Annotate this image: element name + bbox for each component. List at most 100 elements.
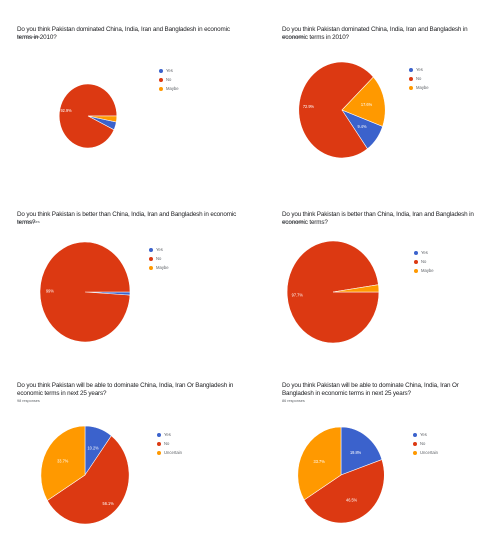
legend-label: Yes bbox=[421, 250, 428, 255]
pie-chart: 9.4% 72.9% 17.6% bbox=[298, 61, 386, 159]
slice-label: 72.9% bbox=[303, 104, 314, 109]
slice-label: 33.7% bbox=[57, 458, 68, 463]
chart-question: Do you think Pakistan is better than Chi… bbox=[17, 211, 237, 226]
legend-label: Maybe bbox=[166, 86, 179, 91]
pie-slice-no bbox=[39, 241, 131, 343]
chart-legend: Yes No Maybe bbox=[414, 248, 434, 275]
legend-item: Uncertain bbox=[157, 448, 182, 457]
legend-item: No bbox=[409, 74, 429, 83]
legend-dot-icon bbox=[413, 441, 417, 446]
pie-slice-no bbox=[298, 61, 374, 159]
legend-dot-icon bbox=[409, 85, 413, 90]
slice-label: 9.4% bbox=[358, 124, 367, 129]
chart-card-2: Do you think Pakistan dominated China, I… bbox=[282, 26, 490, 196]
slice-label: 33.7% bbox=[314, 459, 325, 464]
slice-label: 56.1% bbox=[103, 501, 114, 506]
slice-label: 46.5% bbox=[346, 498, 357, 503]
legend-label: Uncertain bbox=[420, 450, 438, 455]
response-count: 98 responses bbox=[17, 220, 40, 224]
legend-label: No bbox=[420, 441, 426, 446]
legend-dot-icon bbox=[159, 86, 163, 91]
chart-card-1: Do you think Pakistan dominated China, I… bbox=[17, 26, 242, 196]
pie-chart: 99% bbox=[39, 241, 131, 343]
legend-dot-icon bbox=[157, 441, 161, 446]
legend-dot-icon bbox=[413, 450, 417, 455]
chart-legend: Yes No Maybe bbox=[409, 65, 429, 92]
legend-item: Maybe bbox=[159, 84, 179, 93]
chart-question: Do you think Pakistan dominated China, I… bbox=[17, 26, 230, 41]
legend-label: No bbox=[421, 259, 427, 264]
legend-item: Maybe bbox=[149, 263, 169, 272]
legend-item: Yes bbox=[414, 248, 434, 257]
pie-chart: 92.9% bbox=[58, 83, 118, 149]
chart-card-5: Do you think Pakistan will be able to do… bbox=[17, 382, 242, 552]
legend-dot-icon bbox=[149, 256, 153, 261]
pie-chart: 10.2% 56.1% 33.7% bbox=[40, 425, 130, 525]
legend-dot-icon bbox=[414, 250, 418, 255]
legend-item: No bbox=[157, 439, 182, 448]
legend-label: Uncertain bbox=[164, 450, 182, 455]
legend-dot-icon bbox=[157, 432, 161, 437]
response-count: 86 responses bbox=[282, 220, 305, 224]
legend-dot-icon bbox=[149, 247, 153, 252]
legend-dot-icon bbox=[149, 265, 153, 270]
pie-chart: 97.7% bbox=[286, 240, 380, 344]
slice-label: 19.8% bbox=[350, 450, 361, 455]
legend-label: Maybe bbox=[156, 265, 169, 270]
slice-label: 97.7% bbox=[292, 292, 303, 297]
chart-question: Do you think Pakistan will be able to do… bbox=[17, 382, 234, 397]
legend-label: No bbox=[156, 256, 162, 261]
pie-slice-uncertain bbox=[40, 425, 86, 501]
legend-item: Yes bbox=[413, 430, 438, 439]
response-count: 85 responses bbox=[282, 35, 305, 39]
legend-dot-icon bbox=[413, 432, 417, 437]
legend-item: Maybe bbox=[409, 83, 429, 92]
legend-item: No bbox=[159, 75, 179, 84]
response-count: 98 responses bbox=[17, 35, 40, 39]
legend-item: No bbox=[149, 254, 169, 263]
legend-item: No bbox=[413, 439, 438, 448]
legend-label: Maybe bbox=[416, 85, 429, 90]
slice-label: 92.9% bbox=[60, 108, 71, 113]
slice-label: 99% bbox=[46, 288, 54, 293]
legend-label: Maybe bbox=[421, 268, 434, 273]
legend-dot-icon bbox=[409, 67, 413, 72]
legend-dot-icon bbox=[414, 268, 418, 273]
legend-dot-icon bbox=[159, 68, 163, 73]
slice-label: 17.6% bbox=[361, 102, 372, 107]
pie-slice-maybe bbox=[341, 76, 386, 127]
chart-question: Do you think Pakistan dominated China, I… bbox=[282, 26, 468, 41]
legend-item: Yes bbox=[409, 65, 429, 74]
slice-label: 10.2% bbox=[87, 445, 98, 450]
legend-dot-icon bbox=[159, 77, 163, 82]
pie-slice-no bbox=[46, 435, 130, 525]
chart-card-4: Do you think Pakistan is better than Chi… bbox=[282, 211, 490, 381]
chart-card-3: Do you think Pakistan is better than Chi… bbox=[17, 211, 242, 381]
chart-legend: Yes No Maybe bbox=[159, 66, 179, 93]
chart-legend: Yes No Maybe bbox=[149, 245, 169, 272]
pie-slice-yes bbox=[340, 426, 383, 476]
pie-slice-maybe bbox=[87, 115, 118, 123]
legend-item: No bbox=[414, 257, 434, 266]
legend-label: Yes bbox=[164, 432, 171, 437]
chart-card-6: Do you think Pakistan will be able to do… bbox=[282, 382, 490, 552]
legend-label: Yes bbox=[156, 247, 163, 252]
pie-chart: 19.8% 46.5% 33.7% bbox=[297, 426, 385, 524]
legend-item: Maybe bbox=[414, 266, 434, 275]
pie-slice-uncertain bbox=[297, 426, 342, 501]
pie-slice-maybe bbox=[332, 284, 380, 293]
response-count: 86 responses bbox=[282, 399, 305, 403]
legend-item: Uncertain bbox=[413, 448, 438, 457]
legend-item: Yes bbox=[149, 245, 169, 254]
chart-question: Do you think Pakistan is better than Chi… bbox=[282, 211, 474, 226]
legend-dot-icon bbox=[414, 259, 418, 264]
legend-dot-icon bbox=[157, 450, 161, 455]
legend-label: No bbox=[166, 77, 172, 82]
chart-question: Do you think Pakistan will be able to do… bbox=[282, 382, 459, 397]
chart-legend: Yes No Uncertain bbox=[157, 430, 182, 457]
response-count: 98 responses bbox=[17, 399, 40, 403]
legend-label: Yes bbox=[166, 68, 173, 73]
chart-legend: Yes No Uncertain bbox=[413, 430, 438, 457]
legend-label: Yes bbox=[416, 67, 423, 72]
